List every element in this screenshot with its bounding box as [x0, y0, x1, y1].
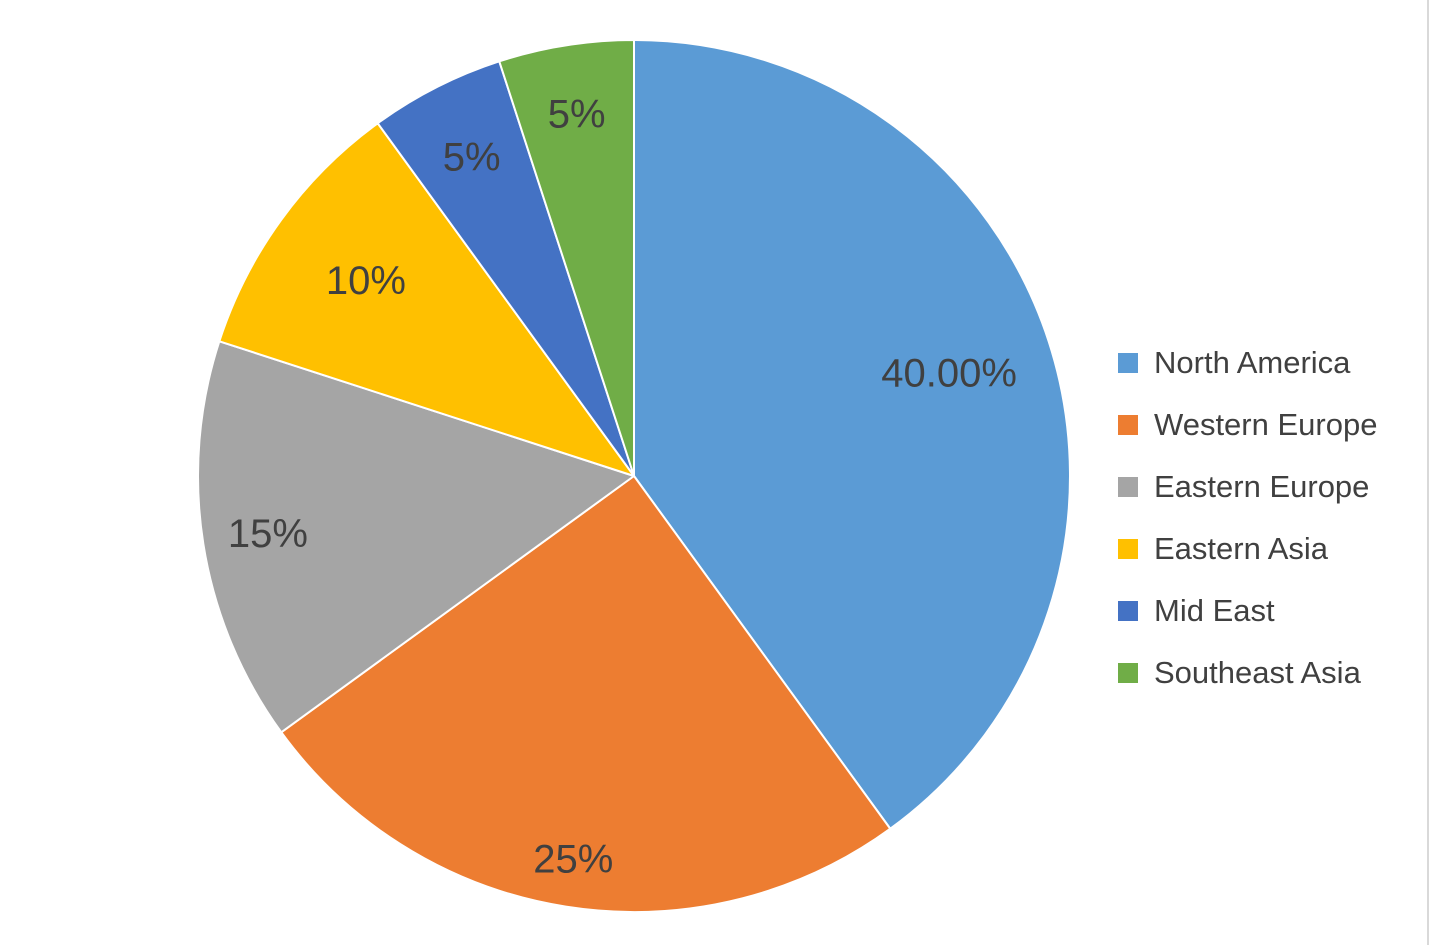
- data-label-eastern-europe: 15%: [228, 512, 308, 556]
- legend-swatch-mid-east: [1118, 601, 1138, 621]
- data-label-eastern-asia: 10%: [326, 259, 406, 303]
- pie-slice-western-europe: [280, 475, 892, 913]
- data-label-mid-east: 5%: [443, 135, 501, 179]
- pie-slice-eastern-asia: [218, 122, 635, 477]
- legend-swatch-southeast-asia: [1118, 663, 1138, 683]
- pie-slices: [197, 39, 1071, 913]
- legend-item-eastern-europe: Eastern Europe: [1118, 456, 1377, 518]
- data-label-western-europe: 25%: [533, 837, 613, 881]
- legend-label-eastern-europe: Eastern Europe: [1154, 469, 1370, 504]
- pie-slice-southeast-asia: [498, 39, 635, 477]
- legend-item-southeast-asia: Southeast Asia: [1118, 642, 1377, 704]
- legend-item-mid-east: Mid East: [1118, 580, 1377, 642]
- legend-label-eastern-asia: Eastern Asia: [1154, 531, 1329, 566]
- legend-label-western-europe: Western Europe: [1154, 407, 1378, 442]
- legend-swatch-western-europe: [1118, 415, 1138, 435]
- data-label-southeast-asia: 5%: [548, 92, 606, 136]
- chart-border-edge: [1427, 0, 1429, 945]
- legend-swatch-north-america: [1118, 353, 1138, 373]
- pie-slice-eastern-europe: [197, 340, 635, 734]
- pie-data-labels: 40.00% 25% 15% 10% 5% 5%: [228, 92, 1017, 881]
- legend-label-north-america: North America: [1154, 345, 1351, 380]
- legend-swatch-eastern-asia: [1118, 539, 1138, 559]
- legend-label-southeast-asia: Southeast Asia: [1154, 655, 1361, 690]
- chart-legend: North America Western Europe Eastern Europ…: [1118, 332, 1377, 704]
- legend-item-north-america: North America: [1118, 332, 1377, 394]
- pie-slice-north-america: [633, 39, 1071, 830]
- data-label-north-america: 40.00%: [881, 352, 1017, 396]
- legend-label-mid-east: Mid East: [1154, 593, 1275, 628]
- legend-swatch-eastern-europe: [1118, 477, 1138, 497]
- legend-item-western-europe: Western Europe: [1118, 394, 1377, 456]
- legend-item-eastern-asia: Eastern Asia: [1118, 518, 1377, 580]
